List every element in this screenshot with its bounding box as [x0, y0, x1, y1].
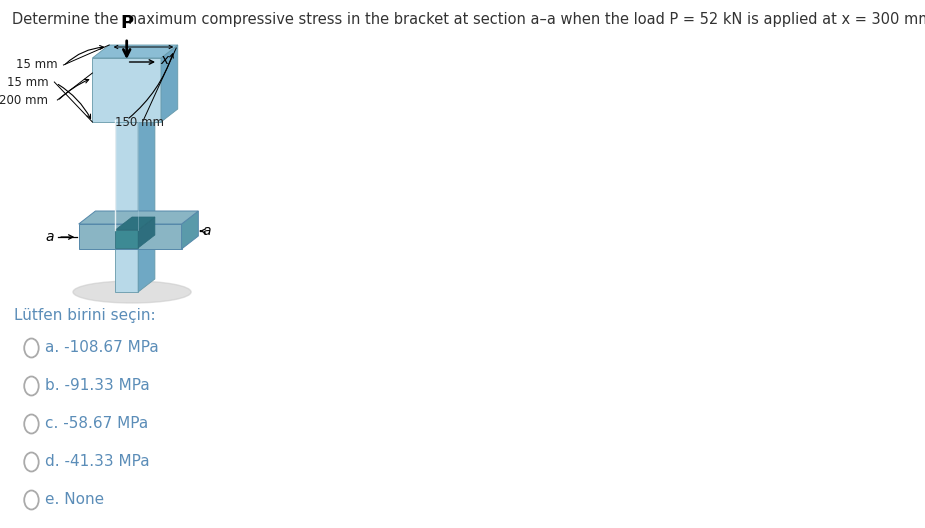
Text: e. None: e. None: [45, 493, 105, 507]
Ellipse shape: [73, 281, 191, 303]
Polygon shape: [116, 230, 138, 248]
Text: 15 mm: 15 mm: [6, 76, 48, 89]
Circle shape: [24, 414, 39, 433]
Polygon shape: [116, 248, 138, 292]
Text: b. -91.33 MPa: b. -91.33 MPa: [45, 379, 150, 393]
Text: 200 mm: 200 mm: [0, 93, 48, 107]
Polygon shape: [181, 211, 198, 249]
Polygon shape: [138, 107, 154, 230]
Polygon shape: [92, 45, 178, 58]
Text: a: a: [46, 230, 55, 244]
Circle shape: [24, 491, 39, 510]
Text: x: x: [160, 53, 168, 67]
Polygon shape: [161, 45, 178, 122]
Circle shape: [24, 452, 39, 472]
Text: 150 mm: 150 mm: [116, 116, 165, 128]
Text: a: a: [203, 224, 212, 238]
Polygon shape: [79, 224, 181, 249]
Text: a. -108.67 MPa: a. -108.67 MPa: [45, 341, 159, 355]
Text: Determine the maximum compressive stress in the bracket at section a–a when the : Determine the maximum compressive stress…: [12, 12, 925, 27]
Polygon shape: [92, 58, 161, 122]
Polygon shape: [138, 235, 154, 292]
Circle shape: [24, 338, 39, 357]
Text: d. -41.33 MPa: d. -41.33 MPa: [45, 455, 150, 469]
Polygon shape: [79, 211, 198, 224]
Text: c. -58.67 MPa: c. -58.67 MPa: [45, 417, 148, 431]
Text: 15 mm: 15 mm: [16, 59, 57, 71]
Polygon shape: [116, 235, 154, 248]
Polygon shape: [116, 217, 154, 230]
Polygon shape: [116, 120, 138, 230]
Circle shape: [24, 376, 39, 395]
Text: P: P: [120, 14, 133, 32]
Text: Lütfen birini seçin:: Lütfen birini seçin:: [14, 308, 155, 323]
Polygon shape: [138, 217, 154, 248]
